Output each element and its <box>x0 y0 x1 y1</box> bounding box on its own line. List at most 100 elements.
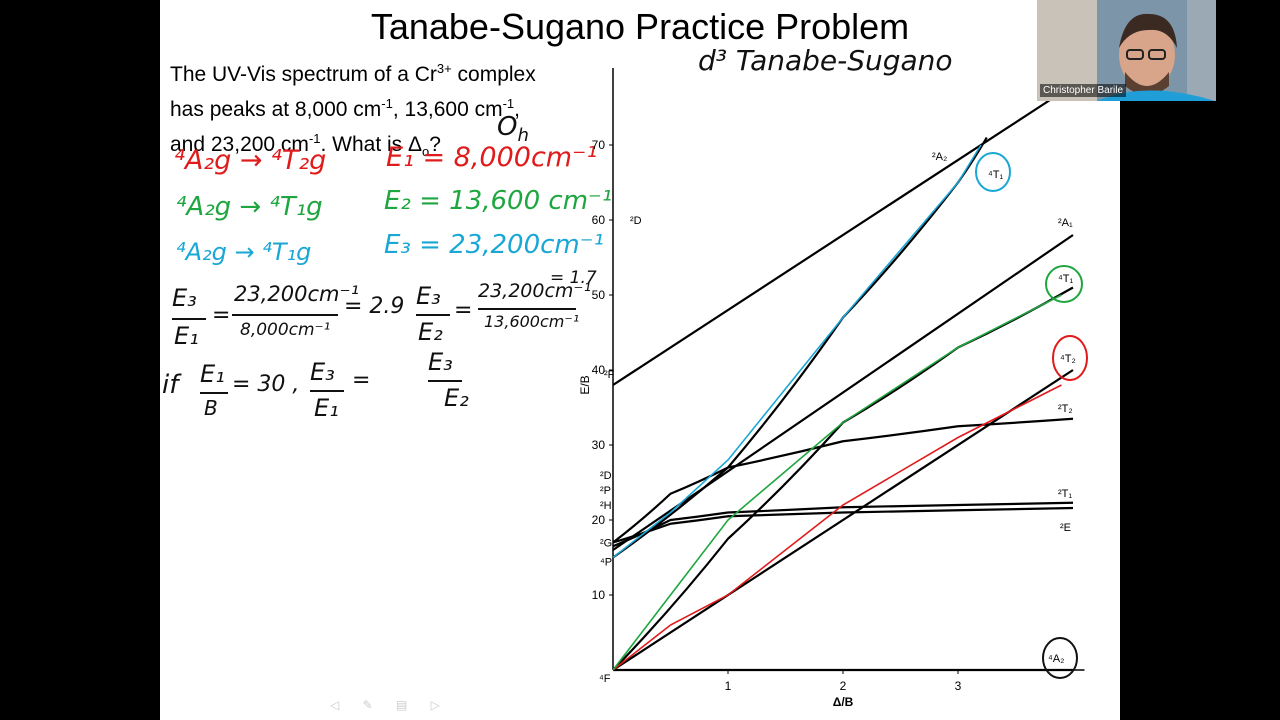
y-tick-label: 60 <box>592 213 606 227</box>
left-term-label: ²F <box>604 369 615 381</box>
term-curve <box>612 369 1074 671</box>
fraction-bar <box>416 314 450 316</box>
right-term-label: ⁴T₂ <box>1060 353 1076 365</box>
left-term-label: ²H <box>600 500 612 512</box>
problem-text: The UV-Vis spectrum of a Cr <box>170 63 437 86</box>
problem-text: has peaks at 8,000 cm <box>170 98 382 121</box>
problem-text: ? <box>429 133 441 156</box>
right-term-label: ⁴T₁ <box>1058 273 1073 285</box>
left-term-label: ⁴P <box>600 556 612 568</box>
black-circle-annotation <box>1042 637 1078 679</box>
ratio1-lhs-num: E₃ <box>172 284 197 312</box>
x-tick-label: 1 <box>725 679 732 693</box>
problem-text: , 13,600 cm <box>392 98 503 121</box>
right-term-label: ²A₂ <box>932 151 947 163</box>
ratio1-den: 8,000cm⁻¹ <box>240 320 331 340</box>
traced-overlay <box>612 294 1062 671</box>
problem-text: complex <box>451 63 536 86</box>
if-num: E₁ <box>200 360 225 388</box>
x-axis-label: Δ/B <box>833 695 854 709</box>
transition-3: ⁴A₂g → ⁴T₁g <box>176 238 312 266</box>
term-curve <box>612 84 1074 386</box>
ratio2-lhs-den: E₂ <box>418 318 443 346</box>
ratio1-num: 23,200cm⁻¹ <box>234 282 359 306</box>
term-curve <box>612 506 1074 544</box>
if-ratio-num: E₃ <box>310 358 335 386</box>
if-text: if <box>162 370 179 400</box>
left-term-label: ²G <box>600 538 612 550</box>
y-axis-label: E/B <box>578 375 592 394</box>
oh-annotation: Oh <box>497 112 529 147</box>
term-curve <box>612 286 1074 671</box>
problem-text: , <box>514 98 520 121</box>
fraction-bar <box>310 390 344 392</box>
traced-overlay <box>612 144 982 559</box>
term-curve <box>612 501 1074 548</box>
tanabe-sugano-chart: 10 20 30 40 50 60 70 1 2 3 Δ/B E/B ⁴F ²D ²F ²D ²P ²H ²G ⁴P ²… <box>578 68 1088 709</box>
last-ratio-den: E₂ <box>444 384 469 412</box>
ratio1-lhs-den: E₁ <box>174 322 199 350</box>
webcam-feed: Christopher Barile <box>1037 0 1216 101</box>
if-ratio-den: E₁ <box>314 394 339 422</box>
right-term-label: ²T₂ <box>1058 403 1073 415</box>
problem-text: and 23,200 cm <box>170 133 309 156</box>
blue-circle-annotation <box>975 152 1011 192</box>
y-tick-label: 50 <box>592 288 606 302</box>
energy-1: E₁ = 8,000cm⁻¹ <box>386 142 598 173</box>
right-term-label: ²A₁ <box>1058 217 1073 229</box>
transition-2: ⁴A₂g → ⁴T₁g <box>176 192 323 222</box>
diagram-type-annotation: d³ Tanabe-Sugano <box>698 44 953 77</box>
ratio1-result: = 2.9 <box>344 294 405 319</box>
right-term-label: ⁴T₁ <box>988 169 1003 181</box>
problem-line-1: The UV-Vis spectrum of a Cr3+ complex <box>170 54 600 89</box>
ratio2-result: = 1.7 <box>550 268 597 288</box>
slide: Tanabe-Sugano Practice Problem The UV-Vi… <box>160 0 1120 720</box>
fraction-bar <box>428 380 462 382</box>
delta-subscript: o <box>422 144 430 160</box>
fraction-bar <box>232 314 338 316</box>
slide-toolbar[interactable]: ◁ ✎ ▤ ▷ <box>330 698 450 712</box>
if-value: = 30 , <box>232 372 300 397</box>
fraction-bar <box>478 308 576 310</box>
problem-text: . What is Δ <box>320 133 423 156</box>
problem-line-3: and 23,200 cm-1. What is Δo? <box>170 124 600 166</box>
unit-superscript: -1 <box>502 96 515 111</box>
y-tick-label: 30 <box>592 438 606 452</box>
charge-superscript: 3+ <box>436 61 452 76</box>
last-ratio-num: E₃ <box>428 348 453 376</box>
right-term-label: ²T₁ <box>1058 488 1072 500</box>
slide-title: Tanabe-Sugano Practice Problem <box>370 6 910 47</box>
unit-superscript: -1 <box>381 96 393 111</box>
if-equals: = <box>352 368 371 393</box>
problem-line-2: has peaks at 8,000 cm-1, 13,600 cm-1, <box>170 89 600 124</box>
left-term-label: ²D <box>600 470 612 482</box>
term-curve <box>612 234 1074 551</box>
y-tick-label: 10 <box>592 588 606 602</box>
unit-superscript: -1 <box>308 131 321 146</box>
ratio2-den: 13,600cm⁻¹ <box>484 312 580 331</box>
y-tick-label: 20 <box>592 513 606 527</box>
fraction-bar <box>200 392 228 394</box>
left-term-label: ²D <box>630 215 642 227</box>
y-tick-label: 70 <box>592 138 606 152</box>
participant-name: Christopher Barile <box>1040 84 1127 97</box>
right-term-label: ²E <box>1060 522 1071 534</box>
green-circle-annotation <box>1045 265 1083 303</box>
term-curve <box>612 417 1074 544</box>
problem-statement: The UV-Vis spectrum of a Cr3+ complex ha… <box>170 54 600 166</box>
fraction-bar <box>172 318 206 320</box>
traced-overlay <box>612 384 1062 671</box>
energy-3: E₃ = 23,200cm⁻¹ <box>384 230 604 260</box>
if-den: B <box>204 396 218 420</box>
right-term-label: ⁴A₂ <box>1048 653 1064 665</box>
y-tick-label: 40 <box>592 363 606 377</box>
red-circle-annotation <box>1052 335 1088 381</box>
energy-2: E₂ = 13,600 cm⁻¹ <box>384 186 613 216</box>
x-tick-label: 3 <box>955 679 962 693</box>
ratio2-lhs-num: E₃ <box>416 282 441 310</box>
x-tick-label: 2 <box>840 679 847 693</box>
transition-1: ⁴A₂g → ⁴T₂g <box>174 145 327 176</box>
ratio2-num: 23,200cm⁻¹ <box>478 280 592 302</box>
origin-term-label: ⁴F <box>599 673 611 685</box>
left-term-label: ²P <box>600 485 611 497</box>
